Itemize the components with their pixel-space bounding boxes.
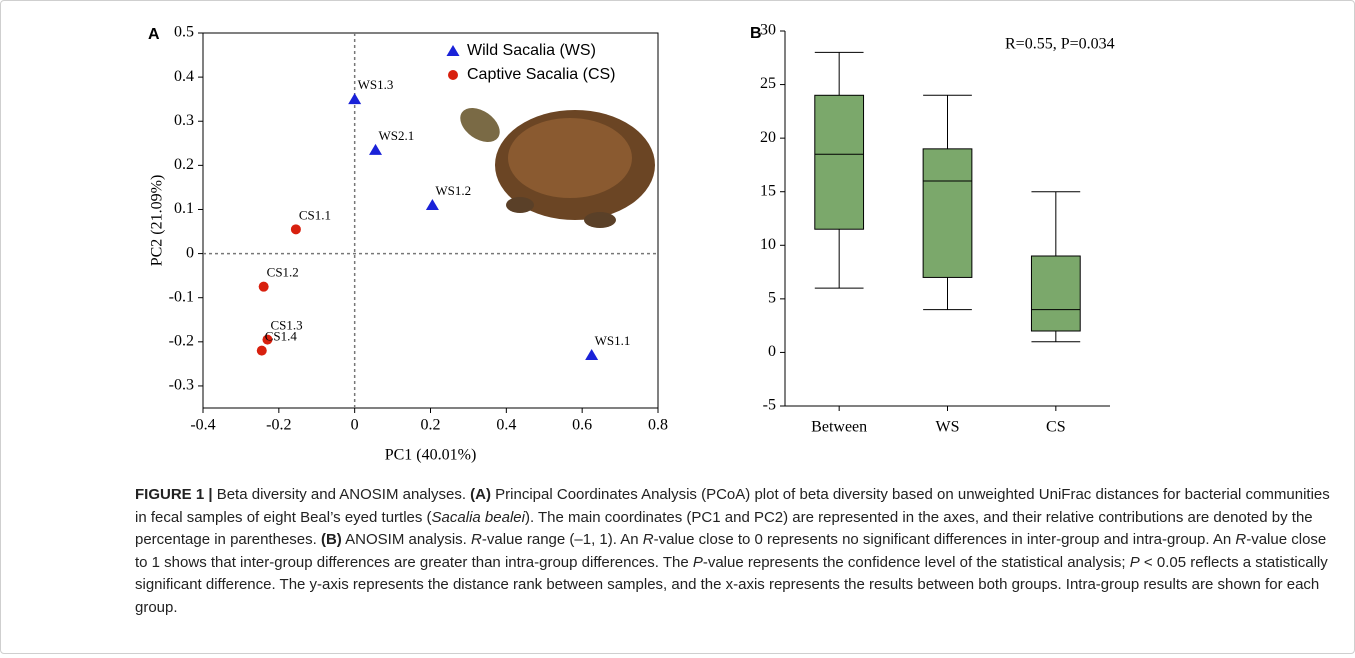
y-tick-label: 0.2 — [174, 156, 194, 173]
caption-run: R — [471, 531, 482, 548]
marker — [369, 143, 383, 155]
caption-run: P — [1129, 553, 1140, 571]
y-tick-label: 20 — [760, 129, 776, 146]
point-label: CS1.1 — [299, 207, 331, 222]
box — [1030, 255, 1081, 332]
caption-run: Sacalia bealei — [431, 508, 525, 526]
point-label: WS2.1 — [379, 128, 415, 143]
box — [922, 148, 973, 278]
caption-run: < 0.05 reflects a statistically signific… — [135, 553, 1328, 616]
y-tick-label: 0 — [768, 343, 776, 360]
y-tick-label: 0.3 — [174, 112, 194, 129]
panel-label: B — [750, 25, 762, 42]
caption-run: -value close to 1 shows that inter-group… — [135, 531, 1327, 571]
y-tick-label: -0.3 — [169, 377, 194, 394]
legend-marker — [448, 70, 458, 80]
point-label: WS1.2 — [435, 183, 471, 198]
caption-run: ANOSIM analysis. — [341, 531, 472, 548]
x-axis-title: PC1 (40.01%) — [385, 447, 477, 464]
marker — [348, 93, 362, 105]
x-tick-label: Between — [811, 419, 867, 436]
point-label: WS1.1 — [595, 333, 631, 348]
x-tick-label: -0.2 — [266, 417, 291, 434]
caption-run: -value close to 0 represents no signific… — [653, 531, 1236, 548]
marker — [258, 281, 269, 292]
caption-run: (B) — [320, 531, 342, 548]
y-tick-label: -0.1 — [169, 288, 194, 305]
y-tick-label: 0.4 — [174, 68, 194, 85]
legend-label: Captive Sacalia (CS) — [467, 66, 616, 83]
caption-run: Beta diversity and ANOSIM analyses. — [212, 486, 471, 503]
caption: FIGURE 1 | Beta diversity and ANOSIM ana… — [135, 484, 1335, 619]
marker — [425, 199, 439, 211]
caption-run: ). The main coordinates (PC1 and PC2) ar… — [135, 508, 1313, 549]
caption-run: P — [692, 553, 703, 571]
x-tick-label: -0.4 — [190, 417, 215, 434]
legend-label: Wild Sacalia (WS) — [467, 42, 596, 59]
caption-run: FIGURE 1 | — [135, 486, 213, 503]
panel-label: A — [148, 26, 160, 43]
marker — [585, 349, 599, 361]
caption-run: -value range (–1, 1). An — [481, 531, 643, 548]
y-tick-label: 30 — [760, 22, 776, 39]
legend-marker — [446, 45, 460, 56]
y-tick-label: 0 — [186, 244, 194, 261]
caption-run: R — [642, 531, 654, 548]
point-label: WS1.3 — [358, 77, 394, 92]
annotation: R=0.55, P=0.034 — [1005, 36, 1115, 53]
point-label: CS1.3 — [270, 318, 302, 333]
y-tick-label: 25 — [760, 75, 776, 92]
x-tick-label: CS — [1046, 419, 1066, 436]
point-label: CS1.4 — [265, 329, 298, 344]
y-tick-label: -0.2 — [169, 332, 194, 349]
caption-run: (A) — [470, 486, 491, 503]
x-tick-label: 0.6 — [572, 417, 592, 434]
x-tick-label: 0.8 — [648, 417, 668, 434]
caption-run: Principal Coordinates Analysis (PCoA) pl… — [135, 486, 1330, 526]
x-tick-label: WS — [936, 419, 960, 436]
y-tick-label: 0.5 — [174, 24, 194, 41]
caption-run: R — [1235, 531, 1247, 548]
y-tick-label: -5 — [763, 397, 776, 414]
x-tick-label: 0 — [351, 417, 359, 434]
x-tick-label: 0.2 — [421, 417, 441, 434]
y-axis-title: PC2 (21.09%) — [149, 175, 166, 267]
figure: R=0.55, P=0.034 A -0.4 -0.2 0 0.2 0.4 0.6 0.8 0.… — [148, 22, 1115, 464]
marker — [256, 345, 267, 356]
turtle-photo — [460, 107, 655, 228]
y-tick-label: 0.1 — [174, 200, 194, 217]
marker — [290, 224, 301, 235]
caption-run: -value represents the confidence level o… — [702, 553, 1130, 571]
x-tick-label: 0.4 — [496, 417, 516, 434]
y-tick-label: 5 — [768, 290, 776, 307]
y-tick-label: 10 — [760, 236, 776, 253]
marker — [262, 334, 273, 345]
point-label: CS1.2 — [267, 265, 299, 280]
y-tick-label: 15 — [760, 182, 776, 199]
box — [814, 94, 865, 230]
